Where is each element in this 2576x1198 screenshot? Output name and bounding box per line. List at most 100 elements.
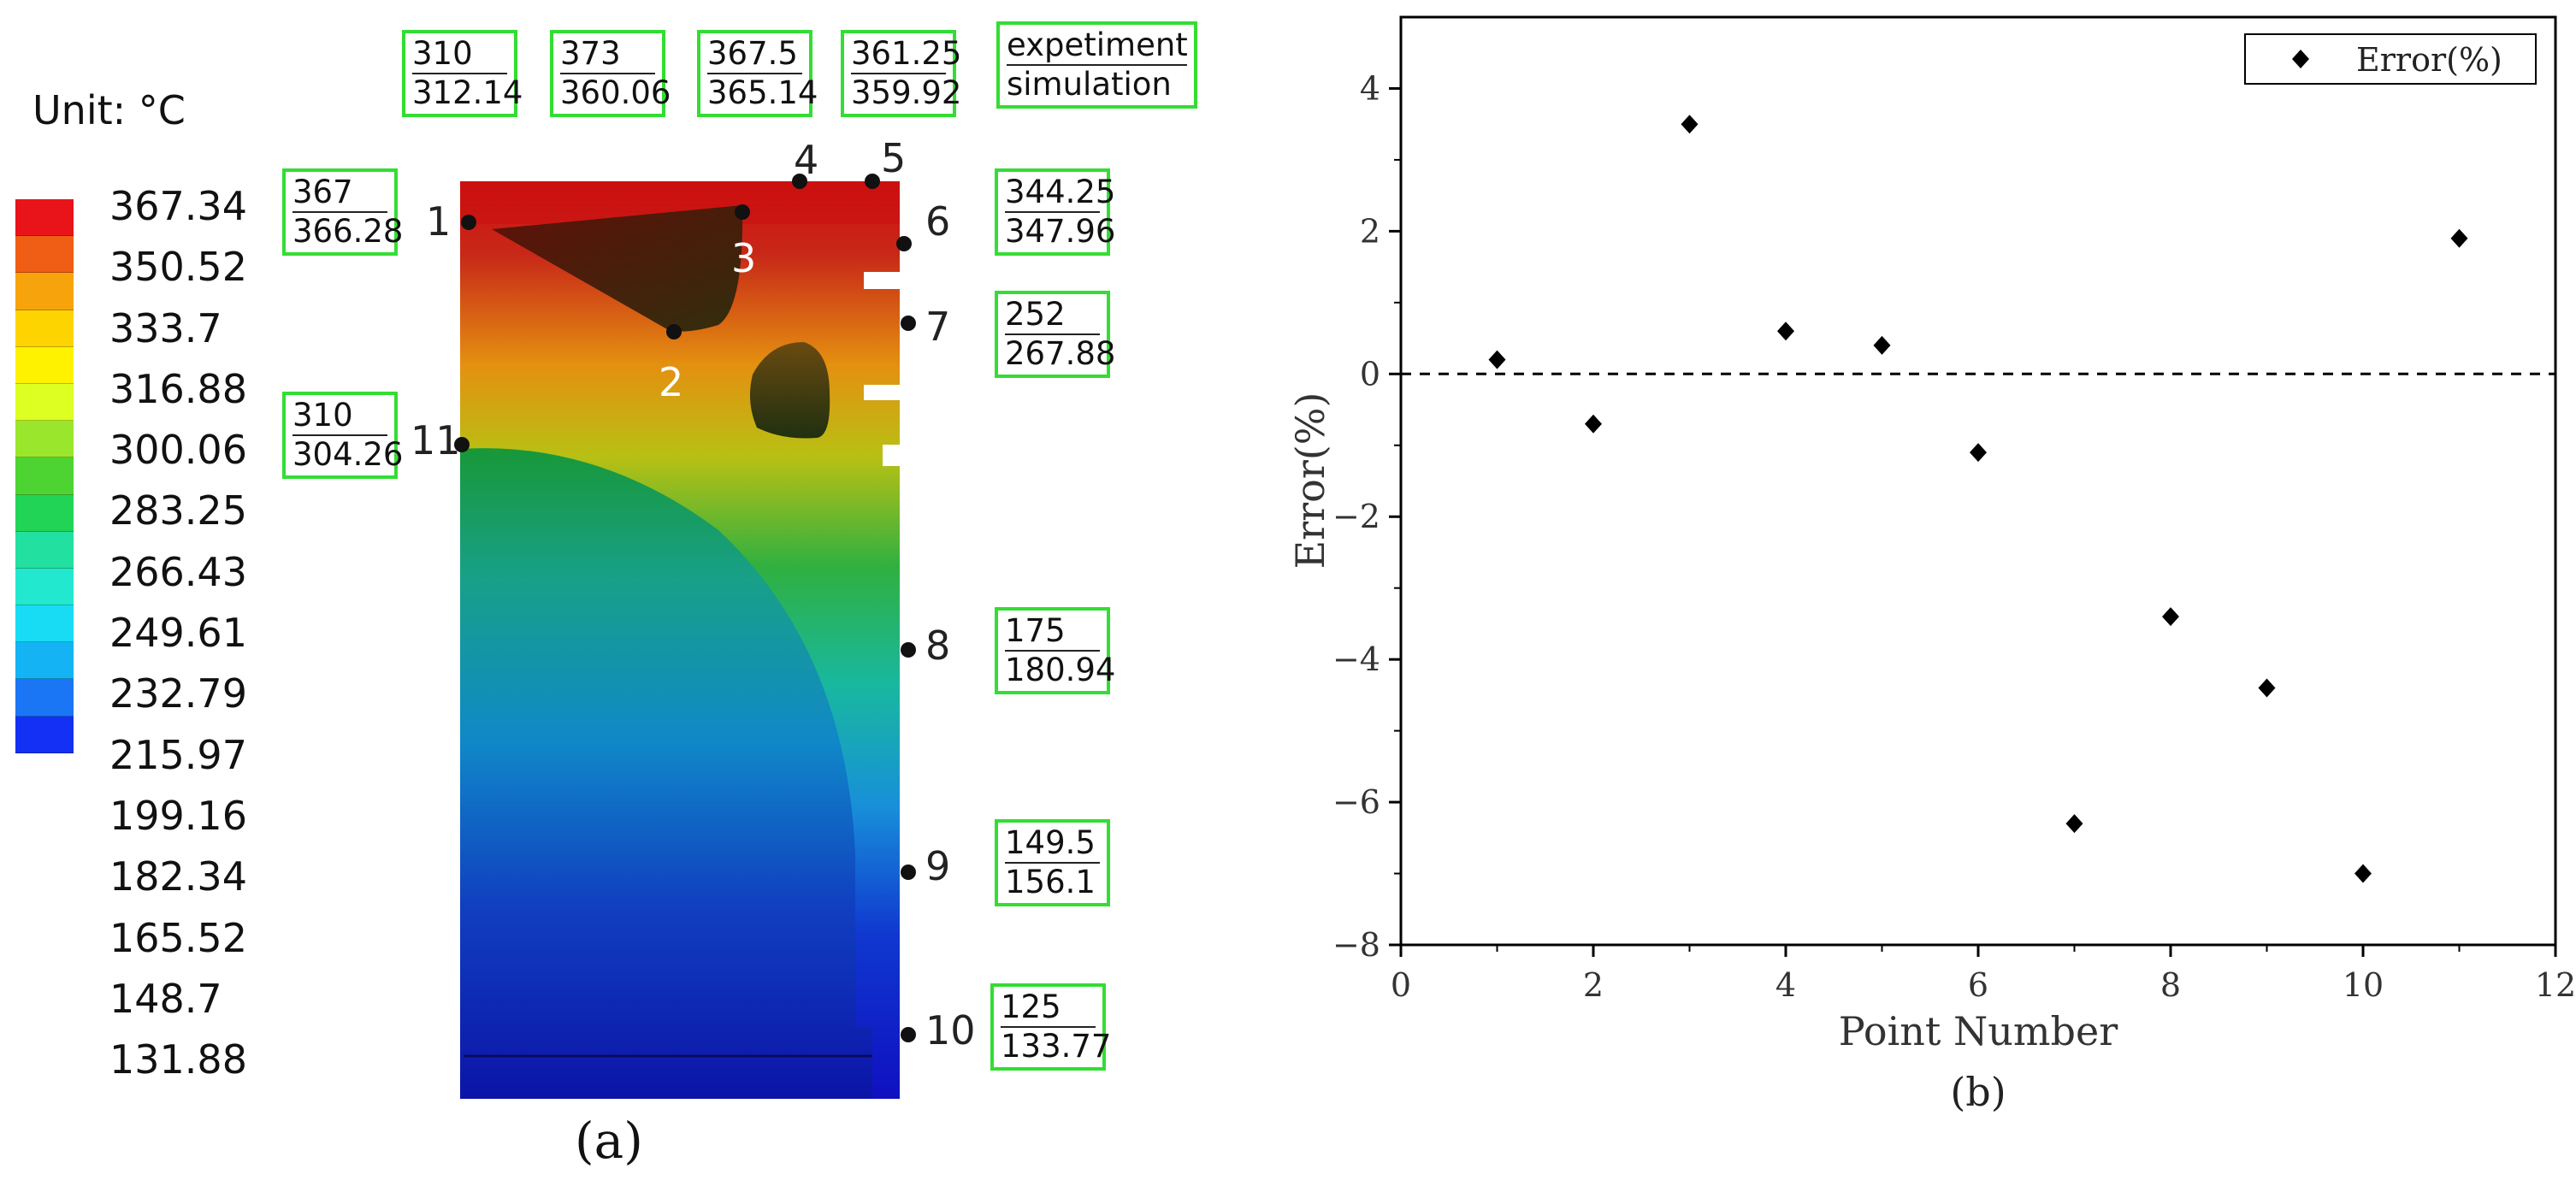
colorbar-tick-label: 165.52 — [109, 914, 247, 961]
colorbar-segment — [15, 421, 74, 458]
colorbar-segment — [15, 679, 74, 717]
simulation-value: 360.06 — [560, 74, 671, 111]
experiment-value: 367.5 — [707, 35, 802, 74]
legend-label: Error(%) — [2356, 41, 2502, 79]
y-tick-label: 0 — [1360, 355, 1380, 392]
x-axis-label: Point Number — [1839, 1008, 2118, 1054]
measurement-point-dot — [896, 236, 912, 251]
legend-simulation-label: simulation — [1007, 66, 1172, 103]
chart-b-frame — [1399, 15, 2557, 947]
measurement-point-dot — [865, 174, 880, 189]
colorbar-segment — [15, 457, 74, 495]
colorbar-segment — [15, 642, 74, 680]
value-box-point-8: 175 180.94 — [995, 607, 1116, 694]
data-point-marker — [1970, 443, 1987, 463]
experiment-value: 125 — [1001, 988, 1096, 1028]
colorbar-segment — [15, 605, 74, 643]
legend-experiment-simulation: expetiment simulation — [996, 21, 1197, 109]
colorbar-segment — [15, 310, 74, 347]
measurement-point-dot — [901, 865, 916, 880]
colorbar-segment — [15, 716, 74, 753]
simulation-value: 359.92 — [851, 74, 962, 111]
value-box-point-4: 367.5 365.14 — [697, 30, 818, 117]
simulation-value: 156.1 — [1005, 864, 1096, 900]
simulation-value: 304.26 — [292, 436, 404, 473]
colorbar-tick-label: 249.61 — [109, 610, 247, 657]
measurement-point-dot — [792, 174, 807, 189]
simulation-value: 365.14 — [707, 74, 818, 111]
experiment-value: 361.25 — [851, 35, 961, 74]
measurement-point-label: 5 — [881, 135, 907, 181]
colorbar-tick-label: 300.06 — [109, 427, 247, 474]
unit-label: Unit: °C — [32, 87, 186, 133]
experiment-value: 310 — [412, 35, 507, 74]
value-box-point-9: 149.5 156.1 — [995, 819, 1110, 906]
x-tick-label: 8 — [2160, 966, 2181, 1004]
x-tick-label: 2 — [1583, 966, 1604, 1004]
measurement-point-label: 2 — [659, 359, 684, 405]
y-tick-label: 4 — [1360, 69, 1380, 107]
measurement-point-dot — [735, 204, 750, 220]
data-point-marker — [1873, 335, 1891, 355]
simulation-value: 180.94 — [1005, 652, 1116, 688]
x-tick-label: 4 — [1775, 966, 1796, 1004]
y-tick-label: −6 — [1332, 783, 1380, 821]
x-tick-label: 6 — [1968, 966, 1988, 1004]
value-box-point-3: 373 360.06 — [550, 30, 671, 117]
data-point-marker — [1777, 322, 1794, 341]
colorbar-segment — [15, 568, 74, 606]
experiment-value: 344.25 — [1005, 174, 1115, 213]
simulation-value: 133.77 — [1001, 1028, 1112, 1065]
colorbar-tick-label: 350.52 — [109, 244, 247, 291]
colorbar-segment — [15, 383, 74, 422]
value-box-point-7: 252 267.88 — [995, 291, 1116, 378]
data-point-marker — [1681, 115, 1699, 134]
legend-experiment-label: expetiment — [1007, 27, 1188, 66]
measurement-point-label: 11 — [411, 417, 461, 463]
measurement-point-label: 10 — [925, 1007, 976, 1053]
colorbar-tick-label: 283.25 — [109, 487, 247, 534]
y-axis-label: Error(%) — [1287, 392, 1333, 569]
measurement-point-label: 7 — [925, 304, 951, 350]
x-tick-label: 0 — [1391, 966, 1411, 1004]
data-point-marker — [1488, 350, 1506, 369]
measurement-point-label: 1 — [426, 198, 452, 245]
experiment-value: 373 — [560, 35, 655, 74]
colorbar — [15, 199, 74, 753]
simulation-value: 312.14 — [412, 74, 523, 111]
colorbar-segment — [15, 236, 74, 274]
experiment-value: 175 — [1005, 612, 1100, 652]
chart-b-ticks: 0 2 4 6 8 10 12 −8 −6 −4 −2 0 2 4 — [1332, 69, 2576, 1004]
measurement-point-dot — [666, 324, 682, 339]
chart-b-legend: Error(%) — [2244, 33, 2537, 85]
measurement-point-label: 9 — [925, 843, 951, 889]
caption-a: (a) — [575, 1112, 643, 1170]
piston-contour — [460, 181, 900, 1099]
caption-b: (b) — [1950, 1069, 2006, 1115]
simulation-value: 267.88 — [1005, 335, 1116, 372]
colorbar-segment — [15, 199, 74, 237]
colorbar-tick-label: 199.16 — [109, 792, 247, 839]
y-tick-label: −4 — [1332, 640, 1380, 678]
measurement-point-dot — [901, 642, 916, 658]
experiment-value: 149.5 — [1005, 824, 1100, 864]
colorbar-tick-label: 131.88 — [109, 1036, 247, 1083]
data-point-marker — [2162, 607, 2179, 627]
experiment-value: 310 — [292, 397, 387, 436]
simulation-value: 347.96 — [1005, 213, 1116, 250]
chart-b-markers — [1488, 115, 2468, 883]
value-box-point-6: 344.25 347.96 — [995, 168, 1116, 256]
y-tick-label: −2 — [1332, 498, 1380, 535]
colorbar-segment — [15, 273, 74, 310]
measurement-point-label: 3 — [731, 235, 757, 281]
colorbar-labels: 367.34 350.52 333.7 316.88 300.06 283.25 266.4… — [109, 176, 247, 1090]
colorbar-tick-label: 367.34 — [109, 183, 247, 229]
measurement-point-dot — [461, 215, 476, 230]
measurement-point-dot — [901, 316, 916, 331]
x-tick-label: 12 — [2535, 966, 2576, 1004]
y-tick-label: −8 — [1332, 926, 1380, 964]
measurement-point-dot — [454, 437, 470, 452]
measurement-point-dot — [901, 1027, 916, 1042]
data-point-marker — [2450, 228, 2468, 248]
